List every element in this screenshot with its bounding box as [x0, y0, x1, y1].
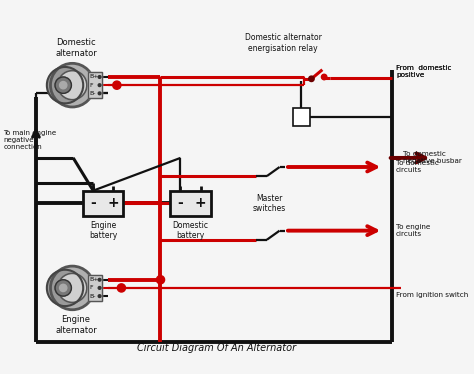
Bar: [88, 73, 102, 98]
Circle shape: [55, 280, 72, 296]
Text: Circuit Diagram Of An Alternator: Circuit Diagram Of An Alternator: [137, 343, 296, 353]
Text: From  domestic
positive: From domestic positive: [396, 65, 451, 78]
Circle shape: [98, 286, 101, 289]
Text: To engine
circuits: To engine circuits: [396, 224, 430, 237]
Text: B-: B-: [90, 91, 96, 96]
Text: F: F: [90, 83, 93, 88]
Circle shape: [117, 284, 126, 292]
Text: Domestic alternator
energisation relay: Domestic alternator energisation relay: [245, 33, 322, 53]
Text: F: F: [90, 285, 93, 291]
Text: B+: B+: [90, 277, 99, 282]
Text: Engine
battery: Engine battery: [89, 221, 118, 240]
Circle shape: [98, 278, 101, 281]
Circle shape: [55, 77, 72, 94]
Text: To domestic
circuits: To domestic circuits: [396, 160, 439, 174]
Bar: [88, 73, 102, 98]
Bar: [83, 191, 123, 216]
Bar: [293, 108, 310, 126]
Bar: [83, 191, 123, 216]
Circle shape: [98, 76, 101, 78]
Text: To main engine
negative
connection: To main engine negative connection: [3, 130, 56, 150]
Bar: [88, 275, 102, 301]
Text: From  domestic
positive: From domestic positive: [396, 65, 451, 78]
Bar: [88, 275, 102, 301]
Text: To domestic
negative busbar: To domestic negative busbar: [403, 151, 462, 165]
Circle shape: [58, 273, 87, 303]
Circle shape: [58, 71, 87, 100]
Text: Domestic
battery: Domestic battery: [173, 221, 209, 240]
Text: From ignition switch: From ignition switch: [396, 292, 468, 298]
Circle shape: [47, 270, 83, 306]
Circle shape: [321, 74, 327, 80]
Circle shape: [60, 82, 67, 89]
Circle shape: [98, 295, 101, 297]
Bar: [171, 191, 210, 216]
Circle shape: [51, 266, 94, 310]
Text: B-: B-: [90, 294, 96, 298]
Circle shape: [156, 276, 164, 284]
Text: -: -: [178, 196, 183, 210]
Circle shape: [60, 284, 67, 292]
Circle shape: [47, 67, 83, 103]
Text: Domestic
alternator: Domestic alternator: [55, 39, 97, 58]
Bar: [171, 191, 210, 216]
Circle shape: [98, 84, 101, 86]
Text: -: -: [91, 196, 96, 210]
Circle shape: [98, 92, 101, 95]
Text: B+: B+: [90, 74, 99, 80]
Text: Engine
alternator: Engine alternator: [55, 315, 97, 335]
Text: +: +: [108, 196, 119, 210]
Circle shape: [309, 76, 314, 82]
Text: +: +: [195, 196, 206, 210]
Text: Master
switches: Master switches: [253, 194, 286, 213]
Circle shape: [113, 81, 121, 89]
Circle shape: [51, 63, 94, 107]
